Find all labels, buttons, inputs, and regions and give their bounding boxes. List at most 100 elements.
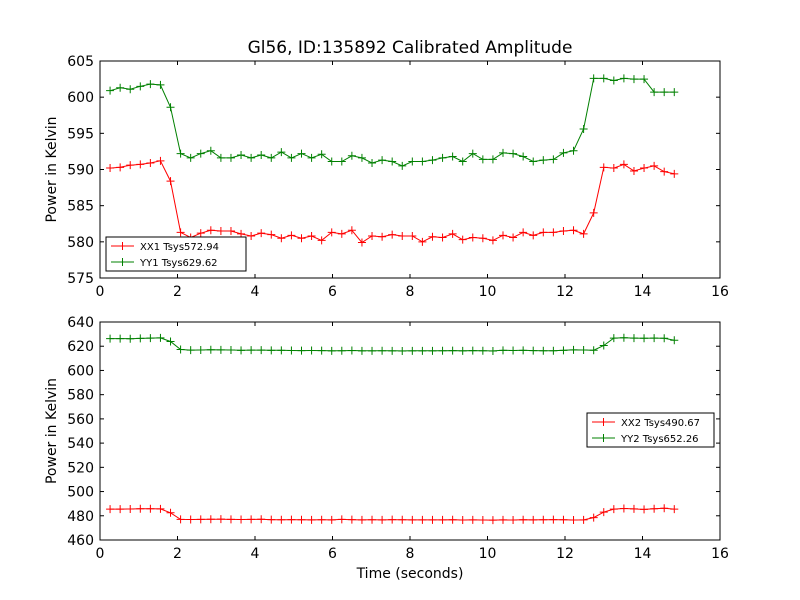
data-point [448,152,457,161]
data-point [267,230,276,239]
data-point [619,504,628,513]
x-tick-label: 10 [479,546,497,562]
data-point [388,157,397,166]
data-point [398,232,407,241]
data-point [347,515,356,524]
data-point [216,153,225,162]
data-point [549,155,558,164]
data-point [438,346,447,355]
data-point [317,515,326,524]
data-point [599,163,608,172]
series-line [109,77,675,167]
y-tick-label: 605 [67,54,94,70]
data-point [237,515,246,524]
data-point [468,515,477,524]
data-point [388,230,397,239]
data-point [307,346,316,355]
data-point [509,516,518,525]
data-point [559,226,568,235]
data-point [569,226,578,235]
data-point [257,346,266,355]
data-point [599,341,608,350]
data-point [307,153,316,162]
data-point [539,156,548,165]
x-axis-label: Time (seconds) [356,566,464,582]
x-tick-label: 16 [711,284,729,300]
x-tick-label: 8 [406,284,415,300]
data-point [579,345,588,354]
data-point [196,229,205,238]
legend-marker [599,418,608,426]
data-point [156,80,165,89]
data-point [519,228,528,237]
data-point [629,334,638,343]
data-point [458,346,467,355]
data-point [186,515,195,524]
data-point [418,515,427,524]
data-point [327,515,336,524]
data-point [660,334,669,343]
data-point [388,515,397,524]
data-point [116,334,125,343]
data-point [347,226,356,235]
data-point [499,346,507,355]
data-point [146,504,155,513]
data-point [226,515,235,524]
data-point [287,346,296,355]
data-point [448,515,457,524]
data-point [176,228,185,237]
data-point [388,346,397,355]
data-point [277,515,286,524]
data-point [106,505,115,514]
data-point [448,346,457,355]
data-point [408,232,417,241]
data-point [579,515,588,524]
bottom-panel: 0 2 4 6 8 10 12 14 16 460 480 500 520 540 560 580 600 620… [44,315,729,582]
data-point [237,346,246,355]
series-1 [106,504,679,525]
data-point [337,346,346,355]
data-point [640,75,649,84]
data-point [670,336,679,345]
data-point [438,153,447,162]
data-point [589,74,598,83]
data-point [176,149,185,158]
data-point [146,80,155,89]
data-point [478,234,487,243]
data-point [468,149,477,158]
data-point [398,515,407,524]
data-point [226,345,235,354]
data-point [206,146,215,155]
data-point [257,151,266,160]
data-point [287,153,296,162]
data-point [549,346,558,355]
data-point [599,74,608,83]
data-point [247,153,256,162]
data-point [297,234,306,243]
legend-marker [118,258,127,266]
data-point [529,346,538,355]
x-tick-label: 0 [96,546,105,562]
data-point [196,149,205,158]
data-point [357,346,366,355]
data-point [196,515,205,524]
data-point [337,229,346,238]
data-point [499,231,507,240]
data-point [378,515,387,524]
x-tick-label: 16 [711,546,729,562]
data-point [237,151,246,160]
y-tick-label: 600 [67,363,94,379]
x-tick-label: 2 [173,284,182,300]
data-point [529,231,538,240]
data-point [136,504,145,513]
data-point [136,334,145,343]
data-point [307,232,316,241]
data-point [539,346,548,355]
data-point [650,161,659,170]
data-point [317,346,326,355]
data-point [650,88,659,97]
data-point [640,334,649,343]
data-point [337,157,346,166]
data-point [206,515,215,524]
